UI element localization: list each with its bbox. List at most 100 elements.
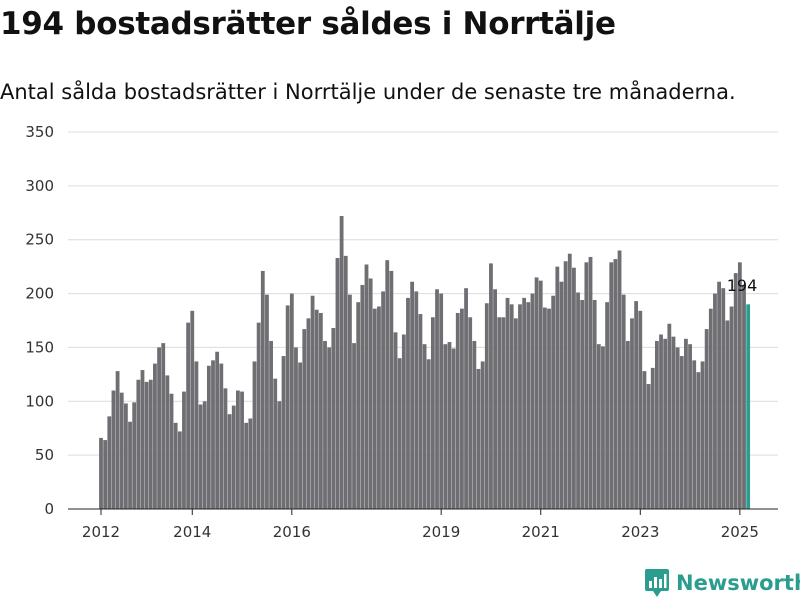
bar xyxy=(497,317,502,509)
bar xyxy=(630,318,634,509)
bar xyxy=(115,371,120,509)
bar xyxy=(638,310,643,509)
bar xyxy=(455,312,460,509)
bar xyxy=(260,270,265,509)
bar-chart-pin-icon xyxy=(645,569,669,597)
bar xyxy=(493,289,497,509)
bar xyxy=(708,308,713,509)
bar xyxy=(580,300,585,509)
bar xyxy=(447,342,452,509)
bar xyxy=(219,363,224,509)
bar xyxy=(717,281,722,509)
bar xyxy=(534,277,539,509)
bar xyxy=(128,421,132,509)
bar-highlight xyxy=(746,304,751,509)
bar xyxy=(161,343,166,509)
bar xyxy=(667,323,672,509)
bar xyxy=(343,255,348,509)
bar xyxy=(397,358,402,509)
bar xyxy=(513,318,518,509)
bar xyxy=(153,363,157,509)
bar xyxy=(435,289,439,509)
bar xyxy=(559,281,564,509)
bar xyxy=(567,253,572,509)
bar xyxy=(248,418,253,509)
bar xyxy=(663,338,668,509)
bar xyxy=(671,336,676,509)
bar xyxy=(381,291,385,509)
x-tick-label: 2014 xyxy=(173,523,211,541)
bar xyxy=(281,356,286,509)
bar xyxy=(530,293,535,509)
bar xyxy=(596,344,601,509)
bar xyxy=(389,270,394,509)
x-tick-label: 2016 xyxy=(273,523,311,541)
bar xyxy=(522,297,527,509)
bar xyxy=(505,297,510,509)
y-tick-label: 0 xyxy=(44,500,54,518)
bar xyxy=(526,302,531,509)
bar xyxy=(244,422,249,509)
y-tick-label: 150 xyxy=(25,338,54,356)
bar xyxy=(625,340,630,509)
bar xyxy=(265,294,269,509)
bar xyxy=(119,392,124,509)
bar xyxy=(348,294,352,509)
bar xyxy=(439,293,444,509)
bar xyxy=(468,317,473,509)
bar xyxy=(700,361,705,509)
bar xyxy=(298,362,303,509)
bar xyxy=(679,356,684,509)
y-tick-label: 50 xyxy=(35,446,54,464)
bar xyxy=(323,340,327,509)
bar xyxy=(692,360,697,509)
bar xyxy=(721,288,726,509)
bar xyxy=(621,294,626,509)
bar xyxy=(430,317,435,509)
bar xyxy=(563,261,568,509)
bar xyxy=(206,365,211,509)
bar xyxy=(675,347,680,509)
bar xyxy=(472,340,477,509)
bar xyxy=(368,278,373,509)
y-axis: 0 50 100 150 200 250 300 350 xyxy=(25,123,54,518)
bar xyxy=(223,388,228,509)
bar xyxy=(538,280,543,509)
bar xyxy=(518,304,522,509)
bar xyxy=(547,308,551,509)
bar xyxy=(480,361,485,509)
highlight-value-label: 194 xyxy=(727,276,758,295)
bar xyxy=(385,260,390,509)
bar xyxy=(377,306,381,509)
bar xyxy=(410,281,415,509)
bar xyxy=(460,308,464,509)
x-tick-label: 2019 xyxy=(422,523,460,541)
bar xyxy=(186,322,191,509)
bar xyxy=(464,288,468,509)
bar xyxy=(592,300,597,509)
bar xyxy=(696,372,701,509)
bar xyxy=(269,340,273,509)
y-tick-label: 250 xyxy=(25,231,54,249)
bar xyxy=(725,320,730,509)
bar xyxy=(99,437,103,509)
bar xyxy=(352,343,356,509)
bar xyxy=(277,401,282,509)
bar xyxy=(177,431,182,509)
chart-title: 194 bostadsrätter såldes i Norrtälje xyxy=(0,6,616,42)
bar xyxy=(601,346,605,509)
bar xyxy=(551,295,556,509)
bar xyxy=(609,262,614,509)
bar xyxy=(190,310,195,509)
bar xyxy=(140,370,145,509)
bar xyxy=(123,403,128,509)
bar xyxy=(650,367,655,509)
bar xyxy=(310,295,315,509)
bar xyxy=(256,322,261,509)
y-tick-label: 300 xyxy=(25,177,54,195)
bar xyxy=(215,351,220,509)
bar xyxy=(451,348,456,509)
bar xyxy=(339,216,344,509)
bar xyxy=(501,317,506,509)
data-labels: 194 xyxy=(727,276,758,295)
